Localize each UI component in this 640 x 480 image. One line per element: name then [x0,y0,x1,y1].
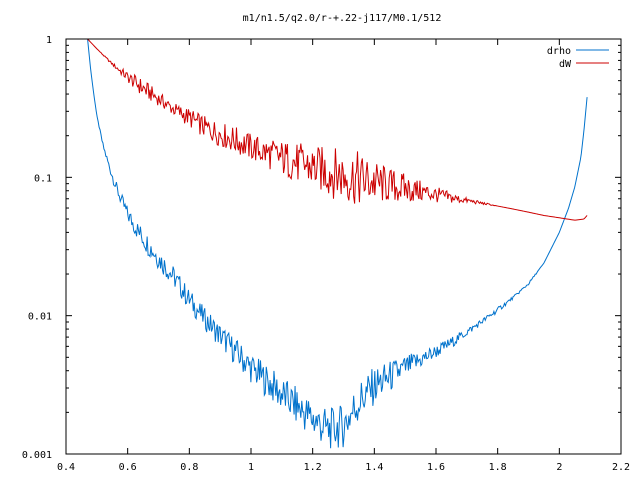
y-tick-label: 1 [46,35,52,46]
series-drho-line [87,38,588,449]
legend-label-dW: dW [559,59,572,70]
tick-layer: 0.4 0.6 0.8 1 1.2 1.4 1.6 1.8 2 2.2 1 0.1 0.01 0.001 [22,35,630,473]
series-dW-line [87,38,588,221]
x-tick-label: 0.8 [180,462,198,473]
legend-label-drho: drho [547,46,571,57]
chart-title: m1/n1.5/q2.0/r-+.22-j117/M0.1/512 [243,13,442,24]
series-layer [87,38,588,449]
plot-frame [65,38,622,455]
x-tick-label: 1 [248,462,254,473]
x-tick-label: 1.4 [365,462,383,473]
legend: drho dW [547,46,609,70]
x-tick-label: 2.2 [612,462,630,473]
x-tick-label: 1.8 [489,462,507,473]
x-tick-label: 0.6 [119,462,137,473]
x-tick-label: 1.6 [427,462,445,473]
x-tick-label: 2 [556,462,562,473]
y-tick-label: 0.1 [34,173,52,184]
x-tick-label: 1.2 [304,462,322,473]
x-tick-label: 0.4 [57,462,75,473]
y-tick-label: 0.01 [28,312,52,323]
y-tick-label: 0.001 [22,450,52,461]
